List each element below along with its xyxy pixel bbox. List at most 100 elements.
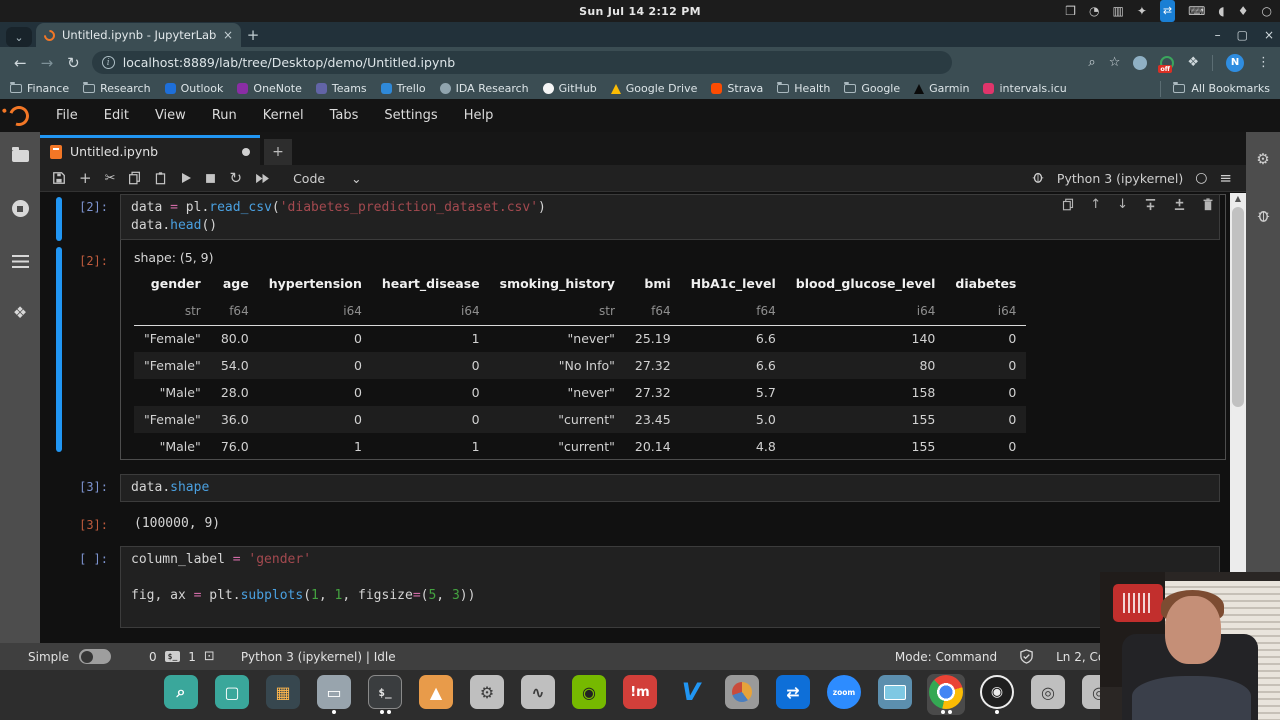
bookmark-outlook[interactable]: Outlook [164,82,223,95]
kernel-count[interactable]: 1 [188,649,196,664]
zoom-level-icon[interactable]: ⌕ [1088,55,1096,70]
dropbox-tray-icon[interactable]: ✦ [1136,4,1147,18]
app-finder-launcher[interactable]: ⌕ [162,674,200,715]
bookmark-star-icon[interactable]: ☆ [1108,55,1121,70]
extension-manager-icon[interactable]: ❖ [12,303,28,322]
microphone-tray-icon[interactable]: ♦ [1237,4,1249,18]
site-info-icon[interactable]: i [101,56,115,69]
move-down-icon[interactable]: ↓ [1117,197,1128,212]
restore-button[interactable]: ▢ [1236,27,1248,42]
file-browser-icon[interactable] [11,147,29,162]
profile-avatar[interactable]: N [1226,53,1244,72]
teamviewer-tray-icon[interactable]: ⇄ [1159,0,1176,22]
menu-run[interactable]: Run [211,108,237,123]
code-editor[interactable]: column_label = 'gender' fig, ax = plt.su… [120,546,1220,628]
save-icon[interactable] [52,171,66,185]
code-editor[interactable]: data.shape [120,474,1220,502]
duplicate-cell-icon[interactable] [1062,198,1074,211]
cell-type-dropdown[interactable]: Code ⌄ [293,170,362,186]
extensions-puzzle-icon[interactable]: ❖ [1187,55,1199,70]
nvidia-settings-launcher[interactable]: ◉ [570,674,608,715]
menu-help[interactable]: Help [463,108,494,123]
menu-edit[interactable]: Edit [103,108,129,123]
menu-kernel[interactable]: Kernel [262,108,304,123]
lm-studio-launcher[interactable]: !m [621,674,659,715]
bookmark-research[interactable]: Research [83,81,151,95]
copy-cells-icon[interactable] [128,171,141,185]
tab-close-icon[interactable]: × [222,28,233,42]
extension-off-icon[interactable]: off [1158,55,1175,73]
debugger-bug-icon[interactable] [1031,170,1045,187]
bookmark-github[interactable]: GitHub [542,82,597,95]
terminal-launcher[interactable]: $_ [366,674,404,715]
new-tab-button[interactable]: + [246,26,260,44]
forward-icon[interactable]: → [40,53,54,72]
bookmark-strava[interactable]: Strava [711,82,763,95]
debugger-icon[interactable] [1256,208,1271,227]
zoom-launcher[interactable]: zoom [825,674,863,715]
kernel-status-text[interactable]: Python 3 (ipykernel) | Idle [240,649,396,664]
scrollbar-thumb[interactable] [1232,207,1244,407]
settings-launcher[interactable]: ⚙ [468,674,506,715]
table-of-contents-icon[interactable] [11,255,29,268]
app-grid-launcher[interactable]: ▦ [264,674,302,715]
toolbar-menu-icon[interactable]: ≡ [1219,169,1232,187]
mode-indicator[interactable]: Mode: Command [894,649,998,664]
desktop-windows-launcher[interactable]: ▢ [213,674,251,715]
code-cell-3[interactable]: [3]: data.shape [3]: (100000, 9) [40,474,1230,532]
bookmark-trello[interactable]: Trello [380,82,426,95]
menu-file[interactable]: File [56,108,78,123]
stats-tray-icon[interactable]: ▥ [1112,4,1124,18]
bookmark-intervals-icu[interactable]: intervals.icu [983,82,1067,95]
power-tray-icon[interactable]: ○ [1261,4,1272,18]
unsaved-dot-icon[interactable] [242,147,250,156]
code-cell-2[interactable]: [2]: data = pl.read_csv('diabetes_predic… [40,194,1230,460]
menu-tabs[interactable]: Tabs [329,108,359,123]
tab-search-button[interactable]: ⌄ [6,27,32,47]
running-kernels-icon[interactable] [11,200,29,217]
keyboard-tray-icon[interactable]: ⌨ [1188,4,1206,18]
chrome-launcher[interactable] [927,674,965,715]
disk-usage-launcher[interactable] [723,674,761,715]
close-button[interactable]: × [1263,27,1274,42]
cut-cells-icon[interactable]: ✂ [104,170,116,186]
camera-app-launcher[interactable]: ◎ [1029,674,1067,715]
run-all-icon[interactable] [255,173,270,184]
move-up-icon[interactable]: ↑ [1090,197,1102,212]
bookmark-teams[interactable]: Teams [315,82,367,95]
clock[interactable]: Sun Jul 14 2:12 PM [579,4,701,18]
reload-icon[interactable]: ↻ [67,53,80,72]
input-collapser[interactable] [56,197,62,241]
bookmark-health[interactable]: Health [777,81,830,95]
add-cell-icon[interactable]: + [79,169,92,187]
address-bar[interactable]: i localhost:8889/lab/tree/Desktop/demo/U… [91,51,952,74]
browser-tab[interactable]: Untitled.ipynb - JupyterLab × [36,23,241,47]
notebook-tab[interactable]: Untitled.ipynb [40,135,260,165]
stop-kernel-icon[interactable] [205,173,216,184]
simple-mode-toggle[interactable] [78,649,111,664]
code-cell-empty[interactable]: [ ]: column_label = 'gender' fig, ax = p… [40,546,1230,628]
paste-cells-icon[interactable] [154,171,167,185]
browser-menu-icon[interactable]: ⋮ [1257,55,1270,70]
terminal-count[interactable]: 0 [148,649,157,664]
obs-studio-launcher[interactable]: ◉ [978,674,1016,715]
vscode-launcher[interactable]: V [672,674,710,715]
menu-settings[interactable]: Settings [384,108,438,123]
back-icon[interactable]: ← [14,53,27,72]
scroll-up-icon[interactable]: ▲ [1234,194,1242,203]
bookmark-garmin[interactable]: Garmin [914,82,969,95]
screenshot-tool-launcher[interactable] [876,674,914,715]
property-inspector-icon[interactable]: ⚙ [1256,150,1270,168]
code-editor[interactable]: data = pl.read_csv('diabetes_prediction_… [120,194,1220,240]
kernel-name[interactable]: Python 3 (ipykernel) [1056,170,1184,186]
bookmark-google-drive[interactable]: Google Drive [610,82,697,95]
bookmark-finance[interactable]: Finance [10,81,69,95]
notebook-panel[interactable]: [2]: data = pl.read_csv('diabetes_predic… [40,193,1230,643]
minimize-button[interactable]: – [1214,27,1221,42]
insert-above-icon[interactable] [1144,198,1157,211]
delete-cell-icon[interactable] [1202,198,1214,211]
output-collapser[interactable] [56,247,62,452]
restart-kernel-icon[interactable]: ↻ [229,169,243,187]
all-bookmarks-button[interactable]: All Bookmarks [1160,80,1270,97]
system-monitor-launcher[interactable]: ∿ [519,674,557,715]
